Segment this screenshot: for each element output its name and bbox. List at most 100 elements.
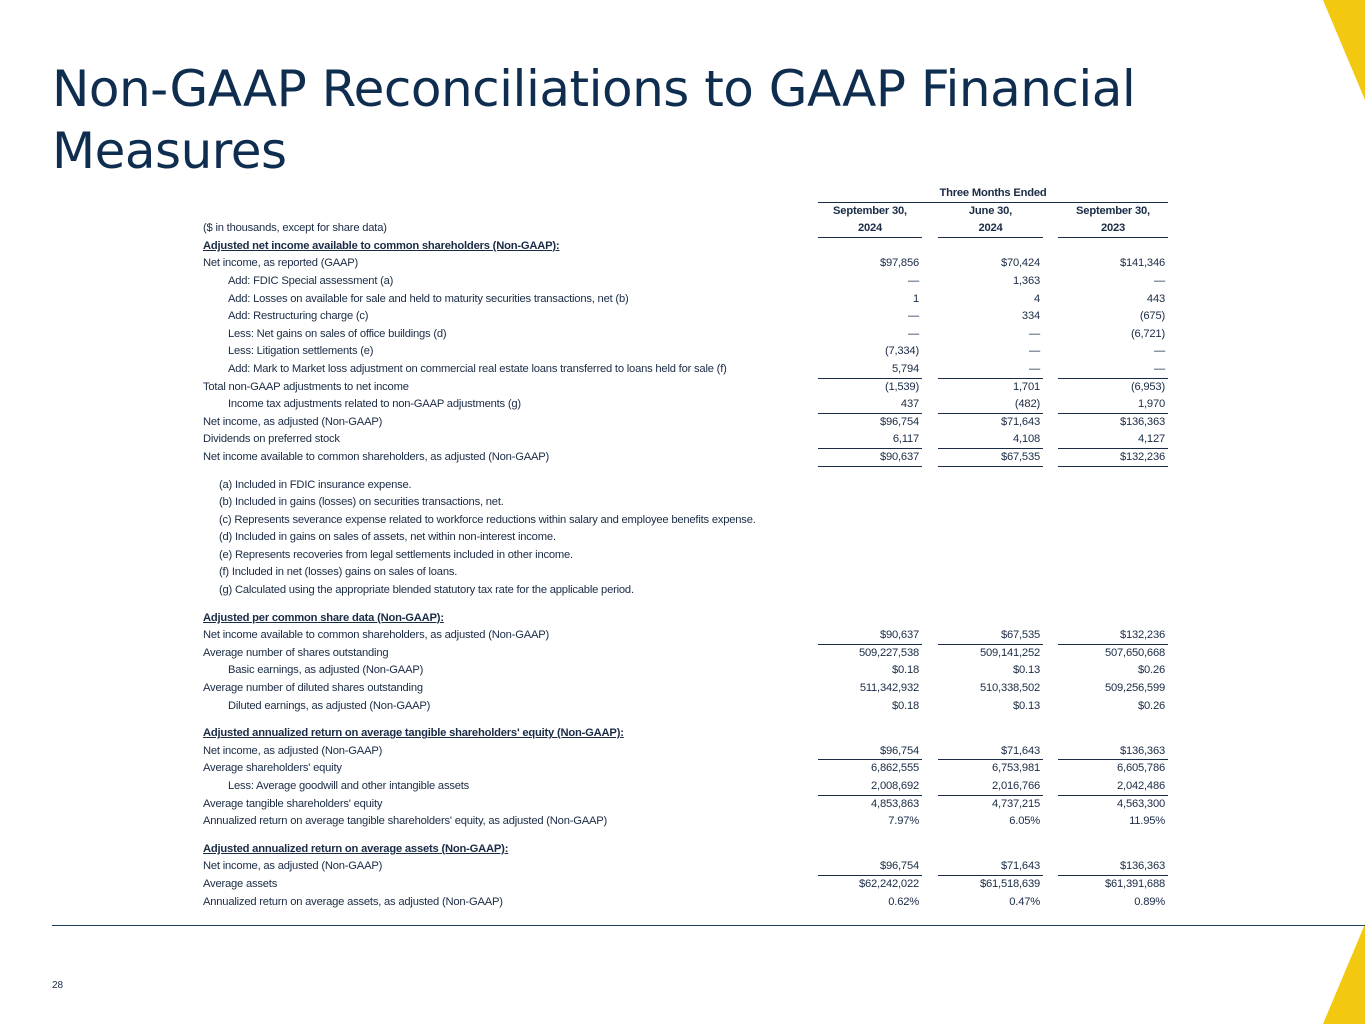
cell-value: 6,117 <box>818 431 922 449</box>
cell-value: $136,363 <box>1058 858 1168 876</box>
cell-value: $136,363 <box>1058 743 1168 761</box>
cell-value: 5,794 <box>818 361 922 379</box>
cell-value: 1,970 <box>1058 396 1168 414</box>
row-label: Income tax adjustments related to non-GA… <box>228 398 521 411</box>
cell-value: — <box>1154 274 1165 287</box>
cell-value: $61,391,688 <box>1104 877 1165 890</box>
cell-value: 0.89% <box>1134 895 1165 908</box>
column-header: June 30, <box>968 204 1013 217</box>
table-row: Basic earnings, as adjusted (Non-GAAP) $0… <box>203 662 1168 680</box>
cell-value: $97,856 <box>879 257 919 270</box>
row-label: Total non-GAAP adjustments to net income <box>203 380 409 393</box>
cell-value: 7.97% <box>888 815 919 828</box>
table-row: Average number of diluted shares outstan… <box>203 680 1168 698</box>
table-row: Add: Mark to Market loss adjustment on c… <box>203 361 1168 379</box>
cell-value: 4,853,863 <box>871 797 919 810</box>
cell-value: 6.05% <box>1009 815 1040 828</box>
cell-value: — <box>938 361 1043 379</box>
cell-value: 334 <box>1021 310 1040 323</box>
cell-value: $67,535 <box>938 627 1043 645</box>
cell-value: $90,637 <box>818 449 922 467</box>
units-label: ($ in thousands, except for share data) <box>203 222 387 235</box>
table-row: Net income, as reported (GAAP) $97,856 $70… <box>203 255 1168 273</box>
cell-value: 6,605,786 <box>1117 762 1165 775</box>
section-header-row: Adjusted annualized return on average ta… <box>203 725 1168 743</box>
cell-value: 4,563,300 <box>1117 797 1165 810</box>
table-row: Add: Restructuring charge (c) — 334 (675) <box>203 308 1168 326</box>
cell-value: 2,042,486 <box>1058 778 1168 796</box>
cell-value: — <box>1029 327 1040 340</box>
cell-value: 2,008,692 <box>818 778 922 796</box>
table-row: Less: Net gains on sales of office build… <box>203 326 1168 344</box>
footnote-row: (e) Represents recoveries from legal set… <box>203 547 1168 565</box>
row-label: Less: Litigation settlements (e) <box>228 345 374 358</box>
column-header: September 30, <box>1076 204 1150 217</box>
cell-value: 4,737,215 <box>992 797 1040 810</box>
row-label: Net income, as adjusted (Non-GAAP) <box>203 744 383 757</box>
column-header-row-1: September 30, June 30, September 30, <box>203 203 1168 221</box>
footnote: (b) Included in gains (losses) on securi… <box>219 496 504 509</box>
cell-value: 1,701 <box>1013 380 1040 393</box>
cell-value: 11.95% <box>1129 815 1165 828</box>
cell-value: 4,127 <box>1058 431 1168 449</box>
table-row: Net income available to common sharehold… <box>203 627 1168 645</box>
row-label: Dividends on preferred stock <box>203 433 340 446</box>
cell-value: 511,342,932 <box>859 682 919 695</box>
column-header: 2024 <box>938 220 1043 238</box>
cell-value: 4 <box>1033 292 1040 305</box>
row-label: Annualized return on average tangible sh… <box>203 815 608 828</box>
cell-value: $0.26 <box>1138 664 1165 677</box>
cell-value: $96,754 <box>818 743 922 761</box>
row-label: Average tangible shareholders' equity <box>203 797 383 810</box>
cell-value: 509,227,538 <box>858 646 919 659</box>
cell-value: (7,334) <box>884 345 919 358</box>
page-number: 28 <box>52 980 64 991</box>
footnote: (a) Included in FDIC insurance expense. <box>219 478 412 491</box>
column-header: September 30, <box>833 204 907 217</box>
cell-value: 1,363 <box>1013 274 1040 287</box>
section-header-row: Adjusted net income available to common … <box>203 238 1168 256</box>
section-header-row: Adjusted per common share data (Non-GAAP… <box>203 610 1168 628</box>
cell-value: $96,754 <box>818 858 922 876</box>
cell-value: $132,236 <box>1058 449 1168 467</box>
column-header: 2024 <box>818 220 922 238</box>
row-label: Basic earnings, as adjusted (Non-GAAP) <box>228 664 424 677</box>
cell-value: $71,643 <box>938 743 1043 761</box>
spacer <box>203 715 1168 725</box>
row-label: Net income, as adjusted (Non-GAAP) <box>203 860 383 873</box>
row-label: Average assets <box>203 877 278 890</box>
cell-value: (482) <box>938 396 1043 414</box>
table-row: Annualized return on average assets, as … <box>203 894 1168 912</box>
cell-value: $62,242,022 <box>858 877 919 890</box>
footnote: (c) Represents severance expense related… <box>219 513 756 526</box>
cell-value: (1,539) <box>884 380 919 393</box>
footnote-row: (f) Included in net (losses) gains on sa… <box>203 564 1168 582</box>
cell-value: 507,650,668 <box>1104 646 1165 659</box>
cell-value: (6,953) <box>1130 380 1165 393</box>
cell-value: (675) <box>1139 310 1165 323</box>
cell-value: $71,643 <box>938 858 1043 876</box>
cell-value: 6,862,555 <box>871 762 919 775</box>
footnote: (e) Represents recoveries from legal set… <box>219 548 573 561</box>
table-row: Net income, as adjusted (Non-GAAP) $96,75… <box>203 858 1168 876</box>
cell-value: 0.47% <box>1009 895 1040 908</box>
table-row: Income tax adjustments related to non-GA… <box>203 396 1168 414</box>
cell-value: 1 <box>912 292 919 305</box>
section-title: Adjusted annualized return on average as… <box>203 842 509 855</box>
cell-value: $61,518,639 <box>979 877 1040 890</box>
table-row: Diluted earnings, as adjusted (Non-GAAP)… <box>203 698 1168 716</box>
table-row: Add: FDIC Special assessment (a) — 1,363 — <box>203 273 1168 291</box>
cell-value: $132,236 <box>1058 627 1168 645</box>
cell-value: 6,753,981 <box>992 762 1040 775</box>
cell-value: $90,637 <box>818 627 922 645</box>
row-label: Net income available to common sharehold… <box>203 450 550 463</box>
cell-value: $71,643 <box>1000 415 1040 428</box>
row-label: Average number of shares outstanding <box>203 646 389 659</box>
section-title: Adjusted per common share data (Non-GAAP… <box>203 611 444 624</box>
row-label: Add: Restructuring charge (c) <box>228 310 369 323</box>
cell-value: 510,338,502 <box>979 682 1040 695</box>
table-row: Average shareholders' equity 6,862,555 6,7… <box>203 760 1168 778</box>
reconciliation-table: Three Months Ended September 30, June 30… <box>203 185 1168 911</box>
table-row: Average assets $62,242,022 $61,518,639 $61,… <box>203 876 1168 894</box>
table-row: Add: Losses on available for sale and he… <box>203 291 1168 309</box>
